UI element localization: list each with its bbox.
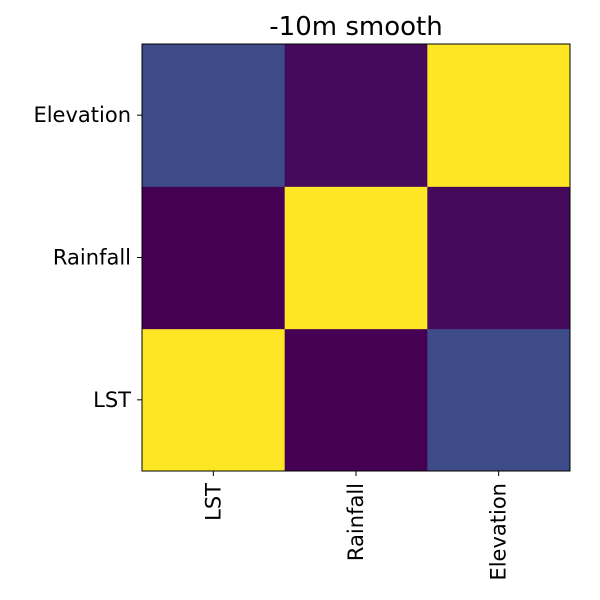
x-tick-label: Elevation bbox=[487, 483, 511, 581]
chart-title: -10m smooth bbox=[269, 12, 442, 42]
heatmap-cell bbox=[427, 44, 571, 187]
x-axis: LST Rainfall Elevation bbox=[201, 471, 511, 581]
heatmap-cells bbox=[142, 44, 571, 472]
heatmap-cell bbox=[427, 186, 571, 330]
x-tick-label: Rainfall bbox=[344, 483, 368, 561]
x-tick-label: LST bbox=[201, 483, 225, 521]
y-axis: LST Rainfall Elevation bbox=[33, 103, 142, 412]
y-tick-label: Elevation bbox=[33, 103, 131, 127]
heatmap-cell bbox=[284, 44, 428, 187]
heatmap-cell bbox=[142, 44, 286, 187]
heatmap-cell bbox=[142, 328, 286, 472]
heatmap-cell bbox=[142, 186, 286, 330]
heatmap-cell bbox=[284, 186, 428, 330]
y-tick-label: LST bbox=[93, 388, 131, 412]
y-tick-label: Rainfall bbox=[53, 246, 131, 270]
heatmap-cell bbox=[427, 328, 571, 472]
heatmap-cell bbox=[284, 328, 428, 472]
